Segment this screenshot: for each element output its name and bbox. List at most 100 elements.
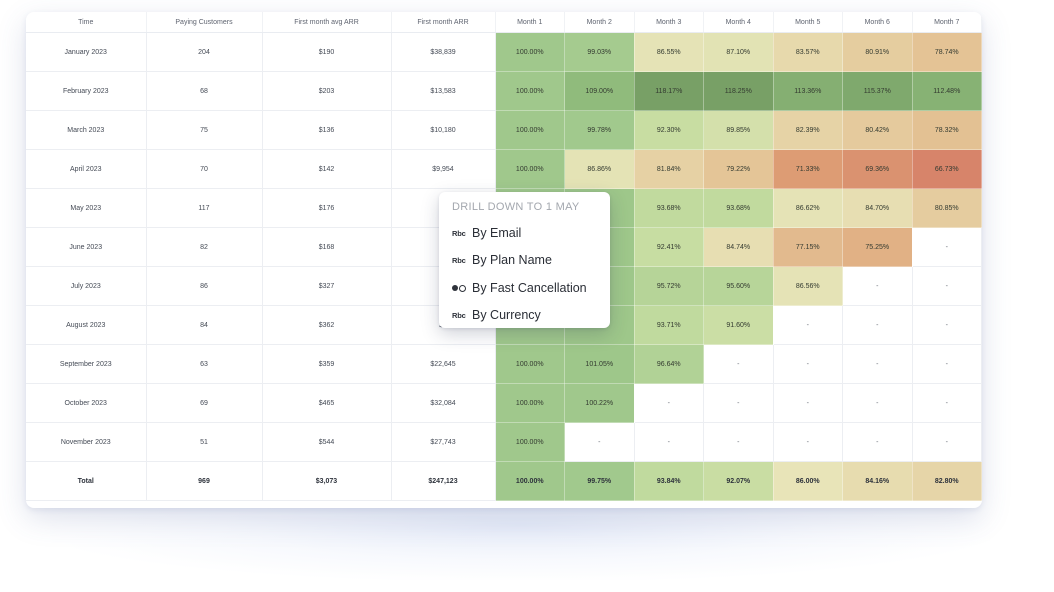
- drill-by-plan-name-item[interactable]: Rbc By Plan Name: [452, 249, 602, 271]
- month-3-cell: -: [634, 422, 704, 462]
- month-3-cell[interactable]: 118.17%: [634, 71, 704, 111]
- month-5-cell[interactable]: 82.39%: [773, 110, 843, 150]
- month-6-cell[interactable]: 80.91%: [842, 32, 913, 72]
- table-row: April 2023 70 $142 $9,954 100.00% 86.86% 81.84…: [26, 149, 982, 189]
- month-1-cell[interactable]: 100.00%: [495, 149, 565, 189]
- month-4-cell[interactable]: 79.22%: [703, 149, 774, 189]
- month-7-cell[interactable]: 112.48%: [912, 71, 982, 111]
- month-7-cell[interactable]: 78.32%: [912, 110, 982, 150]
- month-2-cell[interactable]: 109.00%: [564, 71, 635, 111]
- row-paying-customers-cell: 84: [146, 305, 263, 345]
- month-2-cell[interactable]: 86.86%: [564, 149, 635, 189]
- month-6-cell[interactable]: 84.70%: [842, 188, 913, 228]
- row-time-cell: March 2023: [26, 110, 147, 150]
- month-3-cell[interactable]: 92.41%: [634, 227, 704, 267]
- month-6-cell[interactable]: 80.42%: [842, 110, 913, 150]
- month-5-cell[interactable]: 86.00%: [773, 461, 843, 501]
- month-1-cell[interactable]: 100.00%: [495, 32, 565, 72]
- row-arr-cell: $10,180: [391, 110, 496, 150]
- month-4-cell[interactable]: 91.60%: [703, 305, 774, 345]
- month-5-cell[interactable]: 77.15%: [773, 227, 843, 267]
- month-3-cell[interactable]: 92.30%: [634, 110, 704, 150]
- month-3-cell[interactable]: 93.84%: [634, 461, 704, 501]
- table-row: October 2023 69 $465 $32,084 100.00% 100.22% -…: [26, 383, 982, 423]
- month-6-cell[interactable]: 75.25%: [842, 227, 913, 267]
- month-3-cell[interactable]: 93.68%: [634, 188, 704, 228]
- month-7-cell[interactable]: 80.85%: [912, 188, 982, 228]
- month-6-cell[interactable]: 115.37%: [842, 71, 913, 111]
- month-4-cell[interactable]: 93.68%: [703, 188, 774, 228]
- row-paying-customers-cell: 68: [146, 71, 263, 111]
- text-type-icon: Rbc: [452, 228, 466, 238]
- row-avg-arr-cell: $176: [262, 188, 392, 228]
- month-5-cell[interactable]: 86.62%: [773, 188, 843, 228]
- month-4-cell[interactable]: 89.85%: [703, 110, 774, 150]
- month-4-cell[interactable]: 118.25%: [703, 71, 774, 111]
- month-4-cell[interactable]: 84.74%: [703, 227, 774, 267]
- month-6-cell: -: [842, 266, 913, 306]
- month-1-cell[interactable]: 100.00%: [495, 344, 565, 384]
- column-header-first-month-avg-arr[interactable]: First month avg ARR: [262, 12, 392, 33]
- row-arr-cell: $9,954: [391, 149, 496, 189]
- table-body: January 2023 204 $190 $38,839 100.00% 99.03% 8…: [26, 32, 982, 501]
- month-5-cell[interactable]: 83.57%: [773, 32, 843, 72]
- column-header-month-6[interactable]: Month 6: [842, 12, 913, 33]
- month-4-cell[interactable]: 87.10%: [703, 32, 774, 72]
- month-5-cell[interactable]: 113.36%: [773, 71, 843, 111]
- column-header-month-7[interactable]: Month 7: [912, 12, 982, 33]
- month-2-cell[interactable]: 99.75%: [564, 461, 635, 501]
- month-7-cell[interactable]: 78.74%: [912, 32, 982, 72]
- row-paying-customers-cell: 82: [146, 227, 263, 267]
- month-2-cell[interactable]: 99.03%: [564, 32, 635, 72]
- month-5-cell[interactable]: 71.33%: [773, 149, 843, 189]
- table-row: September 2023 63 $359 $22,645 100.00% 101.05…: [26, 344, 982, 384]
- month-1-cell[interactable]: 100.00%: [495, 422, 565, 462]
- month-3-cell[interactable]: 96.64%: [634, 344, 704, 384]
- row-paying-customers-cell: 69: [146, 383, 263, 423]
- month-6-cell: -: [842, 422, 913, 462]
- month-6-cell: -: [842, 383, 913, 423]
- month-3-cell[interactable]: 81.84%: [634, 149, 704, 189]
- column-header-first-month-arr[interactable]: First month ARR: [391, 12, 496, 33]
- month-1-cell[interactable]: 100.00%: [495, 461, 565, 501]
- month-3-cell[interactable]: 86.55%: [634, 32, 704, 72]
- month-3-cell: -: [634, 383, 704, 423]
- row-avg-arr-cell: $136: [262, 110, 392, 150]
- drill-by-currency-item[interactable]: Rbc By Currency: [452, 304, 602, 326]
- month-1-cell[interactable]: 100.00%: [495, 71, 565, 111]
- month-2-cell[interactable]: 99.78%: [564, 110, 635, 150]
- month-6-cell: -: [842, 344, 913, 384]
- row-time-cell: Total: [26, 461, 147, 501]
- month-3-cell[interactable]: 93.71%: [634, 305, 704, 345]
- drill-by-email-item[interactable]: Rbc By Email: [452, 222, 602, 244]
- column-header-month-4[interactable]: Month 4: [703, 12, 774, 33]
- month-2-cell[interactable]: 100.22%: [564, 383, 635, 423]
- row-paying-customers-cell: 51: [146, 422, 263, 462]
- month-6-cell[interactable]: 69.36%: [842, 149, 913, 189]
- column-header-paying-customers[interactable]: Paying Customers: [146, 12, 263, 33]
- month-1-cell[interactable]: 100.00%: [495, 110, 565, 150]
- month-7-cell[interactable]: 82.80%: [912, 461, 982, 501]
- month-7-cell: -: [912, 422, 982, 462]
- row-time-cell: July 2023: [26, 266, 147, 306]
- month-6-cell[interactable]: 84.16%: [842, 461, 913, 501]
- column-header-month-1[interactable]: Month 1: [495, 12, 565, 33]
- row-arr-cell: $22,645: [391, 344, 496, 384]
- month-2-cell[interactable]: 101.05%: [564, 344, 635, 384]
- drill-by-fast-cancellation-item[interactable]: By Fast Cancellation: [452, 277, 602, 299]
- column-header-time[interactable]: Time: [26, 12, 147, 33]
- month-5-cell[interactable]: 86.56%: [773, 266, 843, 306]
- row-paying-customers-cell: 117: [146, 188, 263, 228]
- row-avg-arr-cell: $203: [262, 71, 392, 111]
- month-4-cell[interactable]: 95.60%: [703, 266, 774, 306]
- month-3-cell[interactable]: 95.72%: [634, 266, 704, 306]
- row-time-cell: February 2023: [26, 71, 147, 111]
- column-header-month-5[interactable]: Month 5: [773, 12, 843, 33]
- column-header-month-2[interactable]: Month 2: [564, 12, 635, 33]
- month-7-cell[interactable]: 66.73%: [912, 149, 982, 189]
- row-paying-customers-cell: 70: [146, 149, 263, 189]
- month-1-cell[interactable]: 100.00%: [495, 383, 565, 423]
- column-header-month-3[interactable]: Month 3: [634, 12, 704, 33]
- drill-down-menu-title: DRILL DOWN TO 1 MAY: [452, 201, 580, 213]
- month-4-cell[interactable]: 92.07%: [703, 461, 774, 501]
